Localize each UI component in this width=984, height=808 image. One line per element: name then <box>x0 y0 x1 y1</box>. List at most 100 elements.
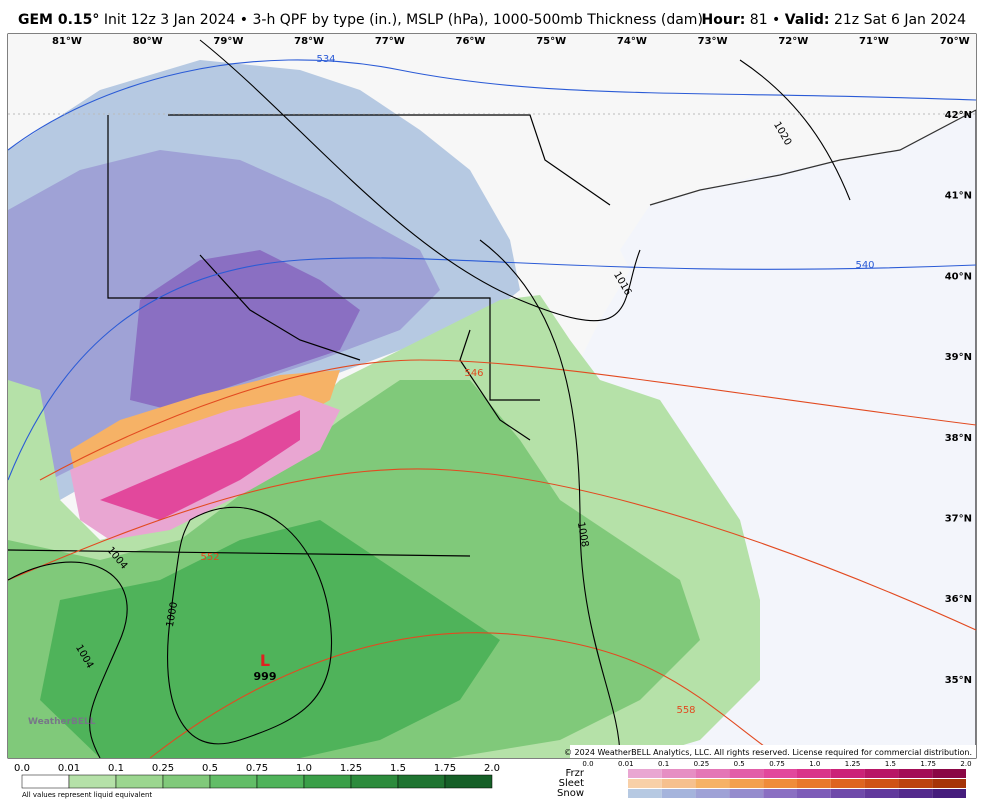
latitude-label: 41°N <box>945 191 972 202</box>
ptype-label: 0.75 <box>769 760 785 768</box>
rain-label: 1.5 <box>390 763 406 774</box>
ptype-swatch <box>763 769 797 778</box>
copyright-bg <box>570 745 976 758</box>
thickness-label: 552 <box>200 552 219 563</box>
latitude-label: 40°N <box>945 271 972 282</box>
ptype-swatch <box>864 779 899 788</box>
latitude-label: 37°N <box>945 514 972 525</box>
ptype-swatch <box>898 789 933 798</box>
rain-swatch <box>350 774 399 789</box>
ptype-swatch <box>797 789 831 798</box>
ptype-swatch <box>661 789 696 798</box>
ptype-swatch <box>797 779 831 788</box>
rain-label: 0.5 <box>202 763 218 774</box>
longitude-label: 77°W <box>375 36 405 47</box>
isobars <box>8 39 851 758</box>
ptype-swatch <box>695 779 730 788</box>
ptype-label: 0.5 <box>734 760 745 768</box>
low-center: L <box>260 651 270 670</box>
ptype-label: 0.1 <box>658 760 669 768</box>
rain-swatch <box>444 774 493 789</box>
longitude-label: 72°W <box>778 36 808 47</box>
rain-label: 0.01 <box>58 763 80 774</box>
rain-label: 1.0 <box>296 763 312 774</box>
ptype-swatch <box>830 779 865 788</box>
rain-swatch <box>397 774 446 789</box>
ptype-swatch <box>763 779 797 788</box>
longitude-label: 78°W <box>294 36 324 47</box>
ptype-label: 1.0 <box>809 760 820 768</box>
valid-label: Valid: <box>784 12 830 28</box>
ptype-swatch <box>628 789 662 798</box>
ptype-swatch <box>830 769 865 778</box>
ptype-swatch <box>628 779 662 788</box>
latitude-label: 36°N <box>945 594 972 605</box>
ptype-label: 1.75 <box>920 760 936 768</box>
ptype-label: 0.25 <box>694 760 710 768</box>
thickness-label: 546 <box>464 368 483 379</box>
ptype-label: 2.0 <box>960 760 971 768</box>
latitude-label: 39°N <box>945 352 972 363</box>
frzr-heavy <box>100 410 300 520</box>
rain-label: 0.0 <box>14 763 30 774</box>
longitude-label: 73°W <box>698 36 728 47</box>
model-name: GEM 0.15° <box>18 12 100 28</box>
longitude-label: 70°W <box>940 36 970 47</box>
map-fields <box>8 34 976 758</box>
latitude-label: 38°N <box>945 433 972 444</box>
ptype-label: 1.25 <box>845 760 861 768</box>
ptype-name: Snow <box>557 788 584 799</box>
ptype-swatch <box>661 779 696 788</box>
rain-swatch <box>256 774 305 789</box>
ptype-label: 0.0 <box>582 760 593 768</box>
low-value: 999 <box>254 670 277 683</box>
longitude-label: 79°W <box>213 36 243 47</box>
rain-swatch <box>209 774 258 789</box>
rain-swatch <box>68 774 117 789</box>
longitude-label: 81°W <box>52 36 82 47</box>
ptype-swatch <box>932 769 966 778</box>
ptype-swatch <box>830 789 865 798</box>
rain-label: 1.75 <box>434 763 456 774</box>
hour-label: Hour: <box>701 12 746 28</box>
rain-swatch <box>21 774 70 789</box>
ptype-label: 1.5 <box>885 760 896 768</box>
snow-heavy <box>130 250 360 410</box>
longitude-label: 80°W <box>133 36 163 47</box>
latitude-label: 35°N <box>945 675 972 686</box>
ptype-swatch <box>695 789 730 798</box>
ptype-swatch <box>729 789 764 798</box>
ptype-swatch <box>898 779 933 788</box>
valid-value: 21z Sat 6 Jan 2024 <box>833 12 966 28</box>
thickness-lines <box>8 59 976 758</box>
longitude-label: 76°W <box>456 36 486 47</box>
rain-heavy <box>40 520 500 758</box>
ptype-swatch <box>797 769 831 778</box>
header-left: GEM 0.15° Init 12z 3 Jan 2024 • 3-h QPF … <box>18 12 703 28</box>
ptype-swatch <box>932 789 966 798</box>
header-right: Hour: 81 • Valid: 21z Sat 6 Jan 2024 <box>702 12 966 28</box>
ptype-swatch <box>898 769 933 778</box>
ptype-name: Sleet <box>559 778 584 789</box>
legend-note: All values represent liquid equivalent <box>22 791 152 799</box>
rain-label: 1.25 <box>340 763 362 774</box>
thickness-label: 534 <box>316 54 335 65</box>
rain-label: 0.75 <box>246 763 268 774</box>
logo: WeatherBELL <box>28 717 96 727</box>
ptype-swatch <box>661 769 696 778</box>
ptype-swatch <box>763 789 797 798</box>
ptype-swatch <box>864 769 899 778</box>
ptype-swatch <box>729 779 764 788</box>
longitude-label: 75°W <box>536 36 566 47</box>
ptype-swatch <box>628 769 662 778</box>
ptype-label: 0.01 <box>618 760 634 768</box>
ptype-swatch <box>864 789 899 798</box>
rain-label: 0.25 <box>152 763 174 774</box>
ptype-swatch <box>932 779 966 788</box>
longitude-label: 74°W <box>617 36 647 47</box>
rain-label: 0.1 <box>108 763 124 774</box>
description: Init 12z 3 Jan 2024 • 3-h QPF by type (i… <box>103 12 703 28</box>
boundaries <box>8 109 976 557</box>
copyright: © 2024 WeatherBELL Analytics, LLC. All r… <box>564 748 972 757</box>
